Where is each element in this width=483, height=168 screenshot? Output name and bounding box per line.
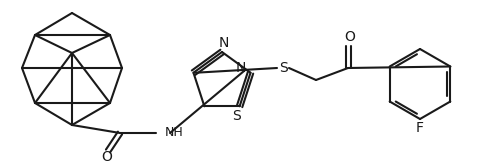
Text: N: N	[235, 61, 246, 75]
Text: N: N	[219, 36, 229, 50]
Text: O: O	[344, 30, 355, 44]
Text: S: S	[232, 109, 241, 123]
Text: O: O	[101, 150, 113, 164]
Text: F: F	[416, 121, 424, 135]
Text: S: S	[280, 61, 288, 75]
Text: NH: NH	[165, 127, 184, 139]
